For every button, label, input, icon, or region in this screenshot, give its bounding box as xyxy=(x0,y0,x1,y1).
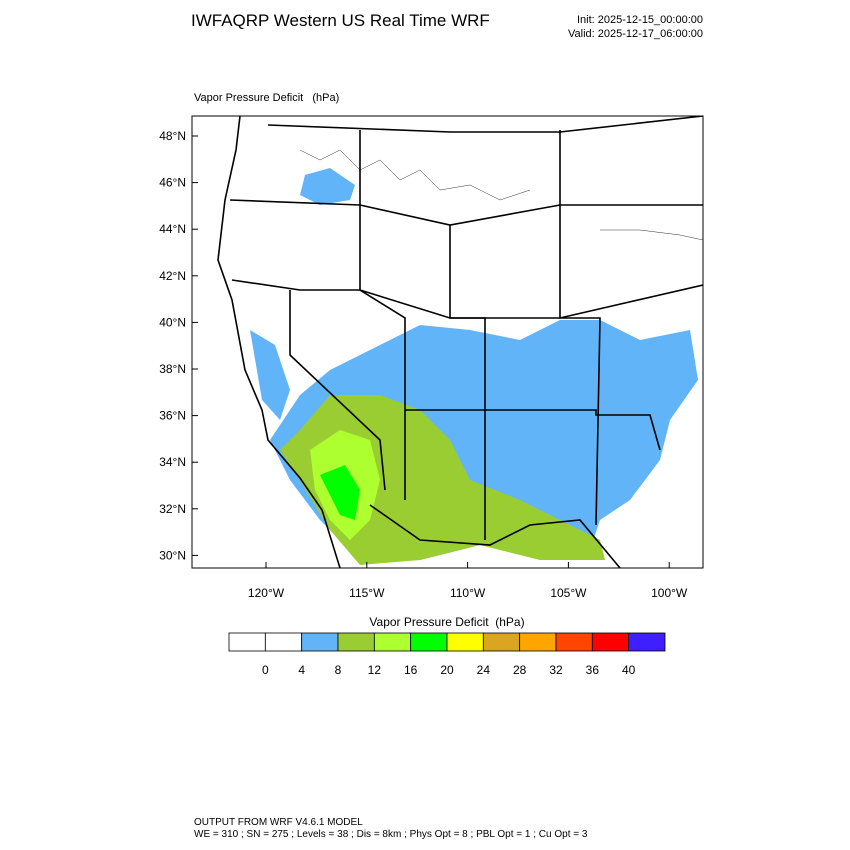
county-lines xyxy=(600,229,703,241)
border xyxy=(267,116,703,133)
colorbar-swatch xyxy=(373,632,412,652)
border xyxy=(405,409,661,451)
border xyxy=(369,504,621,568)
init-time: Init: 2025-12-15_00:00:00 xyxy=(577,14,703,26)
colorbar-title: Vapor Pressure Deficit (hPa) xyxy=(369,615,524,629)
colorbar-swatch xyxy=(519,632,557,652)
border xyxy=(289,290,386,491)
lon-tick-label: 100°W xyxy=(651,586,688,600)
colorbar-label: 4 xyxy=(298,663,305,677)
lat-tick-label: 34°N xyxy=(159,455,186,469)
colorbar-label: 40 xyxy=(622,663,636,677)
colorbar-swatch xyxy=(301,632,339,652)
lat-tick-label: 38°N xyxy=(159,362,186,376)
colorbar-swatch xyxy=(628,632,666,652)
vpd-4-8-north xyxy=(300,168,355,205)
colorbar-label: 36 xyxy=(586,663,600,677)
lat-tick-label: 48°N xyxy=(159,129,186,143)
lat-tick-label: 30°N xyxy=(159,548,186,562)
colorbar-label: 32 xyxy=(549,663,563,677)
lat-tick-label: 44°N xyxy=(159,222,186,236)
lat-tick-label: 42°N xyxy=(159,269,186,283)
valid-time: Valid: 2025-12-17_06:00:00 xyxy=(568,28,703,40)
coastline xyxy=(217,116,341,568)
footer-config: WE = 310 ; SN = 275 ; Levels = 38 ; Dis … xyxy=(194,829,588,840)
colorbar-swatch xyxy=(482,632,521,652)
colorbar-label: 12 xyxy=(368,663,382,677)
colorbar-swatch xyxy=(264,632,303,652)
map-area xyxy=(192,116,703,568)
colorbar-swatch xyxy=(591,632,630,652)
colorbar-label: 8 xyxy=(335,663,342,677)
colorbar-label: 0 xyxy=(262,663,269,677)
colorbar-swatch xyxy=(446,632,484,652)
field-label: Vapor Pressure Deficit (hPa) xyxy=(194,92,339,104)
lat-tick-label: 32°N xyxy=(159,502,186,516)
colorbar-label: 20 xyxy=(440,663,454,677)
lon-tick-label: 105°W xyxy=(550,586,587,600)
lon-tick-label: 115°W xyxy=(349,586,385,600)
colorbar-label: 28 xyxy=(513,663,527,677)
footer-model: OUTPUT FROM WRF V4.6.1 MODEL xyxy=(194,817,363,828)
colorbar-label: 24 xyxy=(477,663,491,677)
lat-tick-label: 40°N xyxy=(159,315,186,329)
colorbar: 0 4 8 12 16 20 24 28 32 36 40 xyxy=(228,632,666,677)
border xyxy=(231,279,703,319)
lon-tick-label: 110°W xyxy=(450,586,486,600)
border xyxy=(359,130,406,500)
colorbar-swatch xyxy=(555,632,593,652)
map-frame xyxy=(191,115,704,569)
colorbar-swatch xyxy=(228,632,266,652)
colorbar-swatch xyxy=(337,632,375,652)
lat-tick-label: 36°N xyxy=(159,409,186,423)
map-title: IWFAQRP Western US Real Time WRF xyxy=(191,11,490,30)
lon-tick-label: 120°W xyxy=(248,586,285,600)
county-lines xyxy=(299,149,531,201)
vpd-16-20 xyxy=(320,465,360,520)
vpd-4-8-coast xyxy=(250,330,290,420)
border xyxy=(559,130,601,526)
lat-tick-label: 46°N xyxy=(159,176,186,190)
border xyxy=(449,225,486,540)
colorbar-label: 16 xyxy=(404,663,418,677)
colorbar-swatch xyxy=(410,632,448,652)
axis-ticks: 48°N 46°N 44°N 42°N 40°N 38°N 36°N 34°N 32°N 30°N… xyxy=(159,129,688,600)
